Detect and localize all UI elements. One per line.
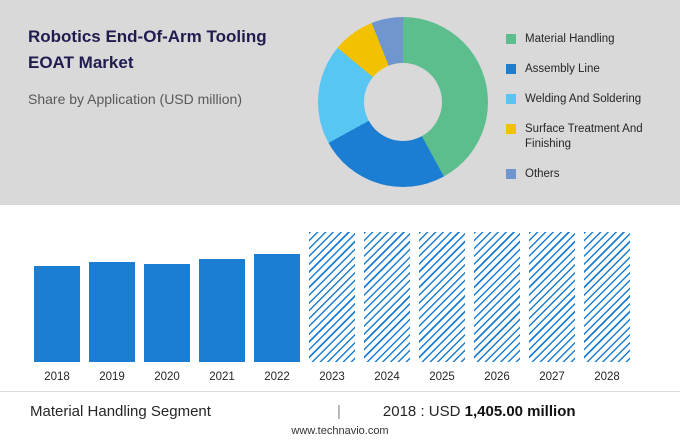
website-url: www.technavio.com bbox=[291, 425, 389, 437]
bar-2023: 2023 bbox=[309, 232, 355, 383]
x-axis-label: 2021 bbox=[209, 371, 235, 383]
bar-2022: 2022 bbox=[254, 254, 300, 383]
donut-hole bbox=[364, 63, 442, 141]
x-axis-label: 2026 bbox=[484, 371, 510, 383]
bar-chart-panel: 2018 2019 2020 2021 2022 2023 2024 2025 2026 2027… bbox=[0, 205, 680, 440]
legend-item: Welding And Soldering bbox=[506, 92, 674, 107]
footer: Material Handling Segment | 2018 : USD 1… bbox=[0, 391, 680, 420]
segment-value: 2018 : USD 1,405.00 million bbox=[383, 403, 576, 420]
chart-subtitle: Share by Application (USD million) bbox=[28, 91, 242, 107]
bar-2024: 2024 bbox=[364, 232, 410, 383]
x-axis-label: 2020 bbox=[154, 371, 180, 383]
legend-item: Material Handling bbox=[506, 32, 674, 47]
page-title-line1: Robotics End-Of-Arm Tooling bbox=[28, 27, 267, 46]
legend-swatch bbox=[506, 123, 516, 134]
segment-value-amount: 1,405.00 million bbox=[464, 403, 576, 420]
bar-2020: 2020 bbox=[144, 264, 190, 383]
x-axis-label: 2024 bbox=[374, 371, 400, 383]
legend-item: Assembly Line bbox=[506, 62, 674, 77]
bar-2025: 2025 bbox=[419, 232, 465, 383]
legend-swatch bbox=[506, 34, 516, 44]
x-axis-label: 2023 bbox=[319, 371, 345, 383]
footer-separator: | bbox=[337, 403, 341, 420]
legend-label: Material Handling bbox=[525, 33, 615, 45]
bar-2027: 2027 bbox=[529, 232, 575, 383]
bar-2028: 2028 bbox=[584, 232, 630, 383]
page-title: Robotics End-Of-Arm Tooling EOAT Market bbox=[28, 24, 308, 75]
legend-item: Others bbox=[506, 167, 674, 182]
x-axis-label: 2028 bbox=[594, 371, 620, 383]
page-title-line2: EOAT Market bbox=[28, 52, 134, 72]
header-panel: Robotics End-Of-Arm Tooling EOAT Market … bbox=[0, 0, 680, 205]
legend-swatch bbox=[506, 93, 516, 104]
donut-chart bbox=[318, 17, 488, 187]
x-axis-label: 2027 bbox=[539, 371, 565, 383]
legend-label: Assembly Line bbox=[525, 62, 600, 75]
bar-2026: 2026 bbox=[474, 232, 520, 383]
title-block: Robotics End-Of-Arm Tooling EOAT Market … bbox=[28, 24, 308, 107]
x-axis-label: 2022 bbox=[264, 371, 290, 383]
legend-swatch bbox=[506, 63, 516, 74]
x-axis-label: 2025 bbox=[429, 371, 455, 383]
segment-label: Material Handling Segment bbox=[30, 403, 211, 420]
legend-label: Surface Treatment And Finishing bbox=[525, 122, 643, 150]
donut-legend: Material Handling Assembly Line Welding An… bbox=[506, 32, 674, 182]
legend-swatch bbox=[506, 168, 516, 179]
legend-item: Surface Treatment And Finishing bbox=[506, 122, 674, 152]
segment-value-prefix: 2018 : USD bbox=[382, 403, 461, 420]
legend-label: Welding And Soldering bbox=[525, 92, 642, 105]
bar-2019: 2019 bbox=[89, 262, 135, 383]
x-axis-label: 2018 bbox=[44, 371, 70, 383]
bar-chart: 2018 2019 2020 2021 2022 2023 2024 2025 2026 2027… bbox=[34, 232, 630, 383]
x-axis-label: 2019 bbox=[99, 371, 125, 383]
legend-label: Others bbox=[525, 167, 560, 180]
bar-2021: 2021 bbox=[199, 259, 245, 383]
bar-2018: 2018 bbox=[34, 266, 80, 383]
